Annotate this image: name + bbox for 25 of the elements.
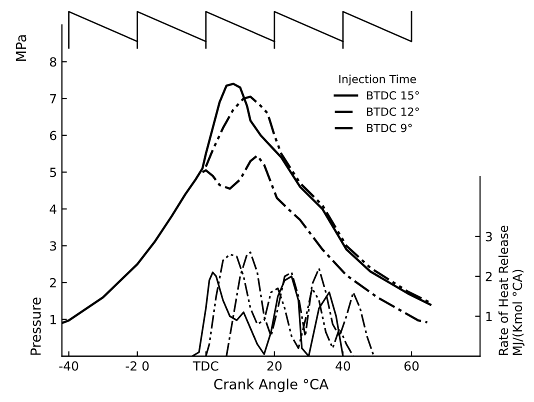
x-tick-label: 60 [404,361,419,371]
y-tick-label: 2 [50,278,56,288]
y2-tick-label: 3 [486,232,492,242]
y-tick-label: 5 [50,168,56,178]
y2-axis-title: Rate of Heat Release MJ/(Kmol °CA) [498,226,524,355]
x-tick-label: 40 [336,361,350,371]
y-tick-label: 1 [50,315,56,324]
legend-label: BTDC 15° [367,91,419,100]
legend-label: BTDC 12° [367,107,419,116]
y-tick-label: 6 [50,130,56,140]
y2-tick-label: 2 [486,272,492,282]
y-tick-label: 4 [50,204,56,214]
x-tick-label: -2 0 [126,361,149,371]
x-axis-title: Crank Angle °CA [214,378,329,392]
y-tick-label: 3 [50,241,56,251]
x-tick-label: 20 [267,361,282,371]
y2-tick-label: 1 [486,312,492,322]
x-tick-label: -40 [59,361,78,371]
text: MPa [16,35,26,61]
y-tick-label: 7 [50,94,56,104]
legend-title: Injection Time [339,74,416,86]
legend-label: BTDC 9° [367,124,412,132]
x-tick-label: TDC [192,361,218,371]
y-tick-label: 8 [50,57,56,67]
y-axis-title: Pressure [30,298,41,355]
